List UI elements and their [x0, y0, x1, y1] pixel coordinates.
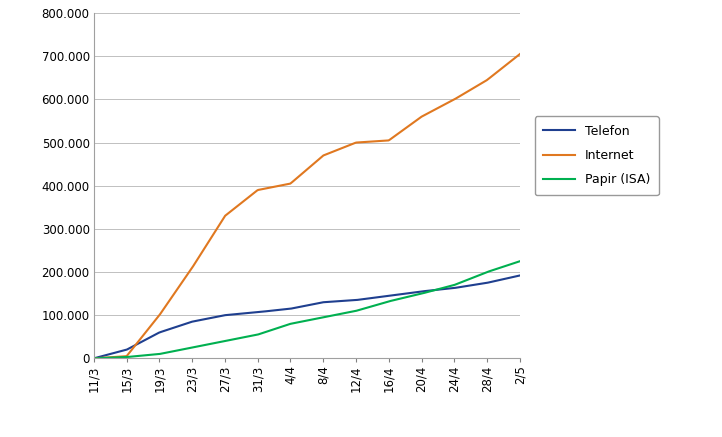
Legend: Telefon, Internet, Papir (ISA): Telefon, Internet, Papir (ISA) — [534, 116, 658, 195]
Telefon — [516, 273, 524, 278]
Papir (ISA) — [90, 356, 98, 361]
Internet — [516, 52, 524, 57]
Papir (ISA) — [399, 295, 408, 301]
Telefon — [357, 297, 366, 302]
Internet — [397, 128, 406, 134]
Telefon — [399, 291, 408, 296]
Internet — [357, 139, 366, 145]
Line: Telefon: Telefon — [94, 275, 520, 358]
Telefon — [141, 337, 149, 343]
Internet — [258, 187, 267, 192]
Papir (ISA) — [228, 337, 237, 342]
Internet — [90, 356, 98, 361]
Telefon — [258, 309, 267, 314]
Papir (ISA) — [516, 259, 524, 264]
Line: Internet: Internet — [94, 54, 520, 358]
Internet — [399, 127, 408, 132]
Internet — [228, 207, 237, 212]
Line: Papir (ISA): Papir (ISA) — [94, 261, 520, 358]
Internet — [141, 330, 149, 336]
Papir (ISA) — [357, 307, 366, 312]
Telefon — [397, 291, 406, 297]
Papir (ISA) — [258, 330, 267, 336]
Papir (ISA) — [141, 353, 149, 358]
Telefon — [90, 356, 98, 361]
Papir (ISA) — [397, 296, 406, 301]
Telefon — [228, 312, 237, 317]
